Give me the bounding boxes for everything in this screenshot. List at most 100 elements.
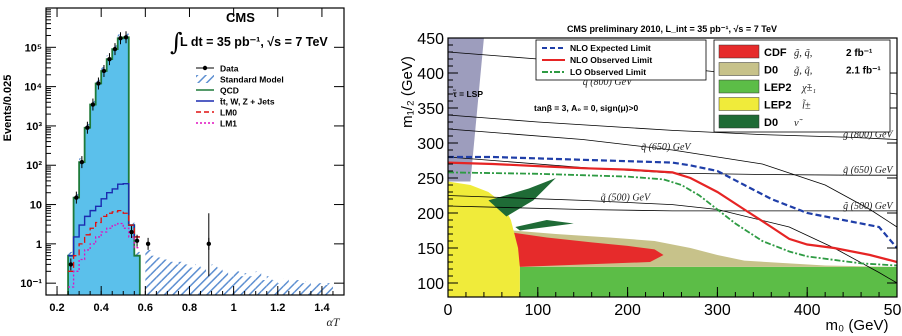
right-frame [447,37,898,298]
integral-sign: ∫ [170,28,183,56]
legend-swatch [718,79,760,94]
sm-tail-bin [255,271,262,295]
legend-particle: g̃, q̃, [794,66,812,77]
data-point [79,159,85,165]
data-point [101,68,107,74]
series-line-lm0 [68,209,140,272]
x-tick-label: 1 [231,302,237,314]
data-point [74,195,79,200]
lep2-chargino-region [448,266,897,297]
legend-label: NLO Observed Limit [570,55,652,65]
x-tick-label: 0.8 [182,302,197,314]
sm-tail-bin [206,271,212,295]
left-x-axis-label: αT [327,315,341,329]
sm-tail-bin [294,280,300,295]
isomass-line [448,195,897,284]
data-point [96,81,101,86]
left-plot-area [67,31,333,295]
legend-label: LO Observed Limit [570,67,646,77]
sm-tail-bin [167,261,173,295]
data-point [85,125,90,130]
data-point [123,35,129,40]
data-point [134,238,140,243]
isomass-line [448,205,897,212]
legend-label: t̄t, W, Z + Jets [219,97,274,107]
sm-tail-bin [244,273,251,295]
sm-tail-bin [161,259,168,295]
isomass-line [448,114,897,140]
left-chart: Events/0.025 0.2 0.4 0.6 0.8 1 1.2 1.4 10⁻¹ 1 10 1… [2,7,345,329]
series-line-lm1 [68,222,140,288]
x-tick-label: 0.4 [94,302,110,314]
right-chart: m₁/₂ (GeV) CMS preliminary 2010, L_int =… [399,24,902,334]
sm-tail-bin [239,276,245,295]
limit-curve-lo-observed-limit [448,171,897,267]
sm-tail-bin [156,257,162,295]
x-tick-label: 0.2 [49,302,64,314]
d0-sneutrino-region-1 [488,178,556,217]
y-tick-label: 150 [417,241,444,258]
sm-tail-bin [233,271,240,295]
legend-swatch [718,62,760,76]
isomass-line [448,128,897,228]
legend-experiment: LEP2 [764,100,792,112]
legend-label: LM0 [220,108,237,118]
legend-swatch [718,44,760,59]
legend-label: LM1 [220,119,237,129]
y-tick-label: 100 [417,276,444,293]
sm-tail-bin [266,276,273,295]
sm-tail-bin [200,267,207,295]
sm-tail-bin [321,284,328,295]
limit-curve-nlo-expected-limit [448,155,897,249]
isomass-label: g̃ (650) GeV [843,165,894,176]
left-y-axis-label: Events/0.025 [2,75,14,142]
sm-tail-bin [277,283,284,295]
isomass-label: q̃ (800) GeV [583,77,634,88]
x-tick-label: 100 [524,302,551,319]
legend-particle: g̃, q̃, [794,48,812,59]
isomass-label: g̃ (500) GeV [843,201,894,212]
right-legend: NLO Expected Limit NLO Observed Limit LO O… [535,39,891,133]
y-tick-label: 300 [417,136,444,153]
legend-experiment: CDF [764,47,787,59]
legend-experiment: D0 [764,65,778,77]
y-tick-label: 10⁴ [24,82,42,94]
y-tick-label: 10⁻¹ [20,278,42,290]
legend-label: Standard Model [220,75,284,85]
sm-tail-bin [172,264,179,295]
sm-tail-bin [145,249,151,295]
data-point [68,262,74,267]
sm-tail-bin [222,271,229,295]
legend-marker [202,65,208,71]
lumi-label: L dt = 35 pb⁻¹, √s = 7 TeV [180,35,328,49]
legend-swatch [196,75,214,83]
right-x-axis-label: m₀ (GeV) [826,317,889,334]
legend-swatch [718,114,760,129]
legend-label: NLO Expected Limit [570,43,651,53]
y-tick-label: 250 [417,171,444,188]
sm-tail-bin [299,283,306,295]
right-plot-area: q̃ (800) GeV g̃ (800) GeV q̃ (650) GeV g̃ (… [448,38,897,297]
x-tick-label: 0.6 [138,302,153,314]
data-point [90,102,96,107]
y-tick-label: 10⁵ [25,42,42,54]
d0-sneutrino-region-2 [515,220,574,231]
x-tick-label: 0 [444,302,453,319]
x-tick-label: 1.2 [270,302,285,314]
sm-tail-bin [272,280,278,295]
left-axes: 0.2 0.4 0.6 0.8 1 1.2 1.4 10⁻¹ 1 10 10² 10³ 10⁴ 10⁵ [20,8,344,314]
legend-luminosity: 2.1 fb⁻¹ [846,66,881,77]
legend-label: Data [220,64,239,74]
data-point [112,46,118,52]
legend-experiment: LEP2 [764,82,792,94]
sm-tail-bin [250,276,256,295]
sm-tail-bin [305,281,311,295]
sm-tail-bin [310,284,317,295]
y-tick-label: 450 [417,31,444,48]
sm-tail-bin [217,267,223,295]
cms-label: CMS [226,10,255,25]
x-tick-label: 400 [794,302,821,319]
y-tick-label: 200 [417,206,444,223]
cdf-squark-gluino-region [512,232,664,267]
